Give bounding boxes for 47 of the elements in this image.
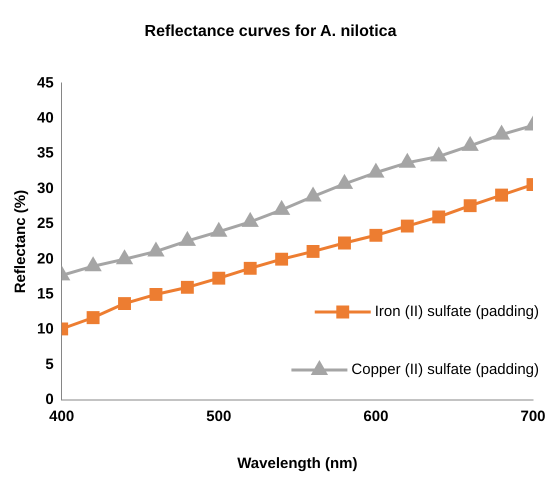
point [369,228,382,242]
y-tick-label: 5 [45,356,54,373]
point [462,137,478,151]
point [336,175,352,189]
point [244,262,257,275]
point [211,223,226,237]
y-tick-label: 40 [36,110,54,127]
x-tick-label: 700 [520,408,546,426]
point [431,148,446,162]
point [86,258,101,272]
point [306,245,320,258]
point [150,288,162,301]
point [274,201,290,215]
point [305,188,321,202]
point [275,252,288,266]
point [464,199,477,212]
point [400,220,414,233]
x-axis-title: Wavelength (nm) [237,455,358,472]
legend-label: Iron (II) sulfate (padding) [374,303,540,320]
point [242,213,258,227]
point [495,188,508,202]
y-tick-label: 0 [45,391,54,408]
x-tick-label: 500 [206,408,232,426]
x-tick-label: 600 [363,408,388,426]
point [432,210,446,224]
point [400,154,415,168]
y-tick-label: 10 [36,320,54,338]
y-tick-label: 35 [36,144,54,162]
y-axis-title: Reflectanc (%) [12,190,30,294]
point [494,126,510,140]
chart-title: Reflectance curves for A. nilotica [144,23,397,40]
point [212,272,226,285]
point [180,232,195,246]
point [148,242,164,256]
legend-label: Copper (II) sulfate (padding) [351,361,540,378]
point [116,250,132,264]
point [338,236,351,250]
y-tick-label: 15 [36,286,54,303]
point [86,311,100,324]
y-tick-label: 30 [36,180,54,197]
point [118,297,131,310]
point [180,280,194,294]
y-tick-label: 45 [36,74,54,92]
y-tick-label: 25 [36,215,54,232]
point [368,164,384,178]
y-tick-label: 20 [36,250,54,268]
x-tick-label: 400 [49,408,74,426]
